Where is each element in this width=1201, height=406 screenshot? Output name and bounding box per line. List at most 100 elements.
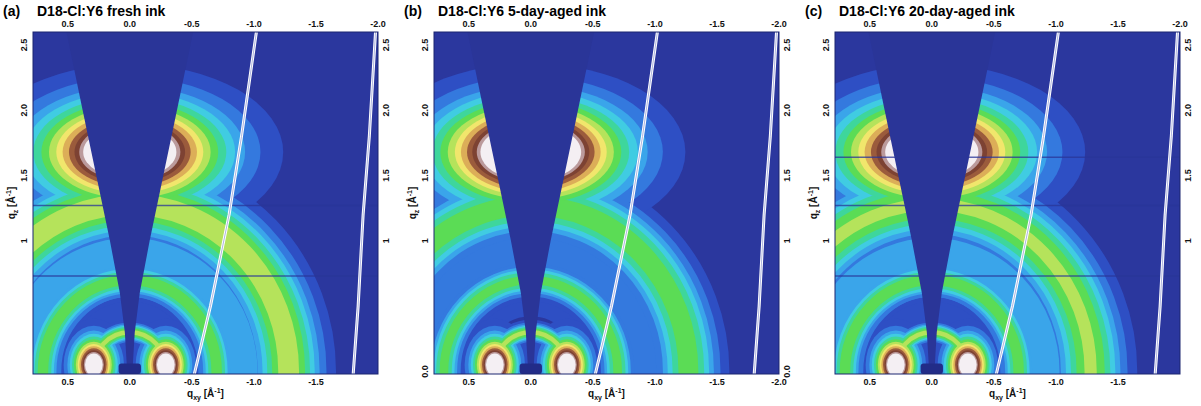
panel-letter: (a) xyxy=(3,3,20,19)
y2-tick-label: 1.5 xyxy=(1183,169,1193,182)
x-tick-label: 0.5 xyxy=(863,377,876,387)
axis-title-unit: [Å xyxy=(201,387,214,399)
x-axis-title: qxy [Å-1] xyxy=(187,387,224,402)
x2-tick-label: -1.5 xyxy=(1110,19,1126,29)
peak-contour xyxy=(85,353,103,374)
x-tick-label: -0.5 xyxy=(986,377,1002,387)
axis-title-end: ] xyxy=(221,388,224,399)
missing-wedge xyxy=(67,32,194,374)
y-tick-label: 2.0 xyxy=(420,104,430,117)
y2-tick-label: 1.5 xyxy=(782,169,792,182)
ring-contour xyxy=(835,204,1091,374)
peak-contour xyxy=(480,346,509,374)
axis-title-end: ] xyxy=(1023,388,1026,399)
peak-contour xyxy=(486,353,504,374)
x2-tick-label: -0.5 xyxy=(986,19,1002,29)
x-tick-label: 0.5 xyxy=(61,377,74,387)
peak-contour xyxy=(157,353,175,374)
detector-arc-core xyxy=(353,32,375,374)
detector-gap xyxy=(835,157,1180,159)
detector-arc-core xyxy=(996,32,1058,374)
detector-gap xyxy=(835,205,1180,207)
detector-arc xyxy=(1155,32,1177,374)
peak-contour xyxy=(880,344,912,374)
x2-tick-label: -2.0 xyxy=(771,19,787,29)
peak-contour xyxy=(883,348,909,374)
peak-contour xyxy=(956,350,979,374)
plot-area xyxy=(434,32,779,374)
plot-frame xyxy=(33,32,378,374)
ring-contour xyxy=(33,204,289,374)
y2-tick-label: 2.0 xyxy=(1183,104,1193,117)
panel-title: D18-Cl:Y6 20-day-aged ink xyxy=(839,3,1015,19)
peak-contour xyxy=(885,350,908,374)
x-tick-label: -0.5 xyxy=(585,377,601,387)
peak-contour xyxy=(886,352,906,374)
y-tick-label: 1 xyxy=(19,238,29,243)
ring-contour xyxy=(33,204,289,374)
x-tick-label: 0.0 xyxy=(525,377,538,387)
peak-contour xyxy=(83,350,106,374)
missing-wedge xyxy=(468,32,595,374)
x2-tick-label: -1.5 xyxy=(308,19,324,29)
axis-title-end: ] xyxy=(622,388,625,399)
peak-contour xyxy=(554,348,580,374)
detector-arc xyxy=(595,32,657,374)
figure: 0.5 0.0 -0.5 -1.0 -1.5 0.5 0.0 -0.5 -1.0 -1.5 -2.0… xyxy=(0,0,1201,406)
detector-arc-core xyxy=(194,32,256,374)
peak-contour xyxy=(146,339,186,374)
peak-contour xyxy=(948,339,988,374)
y2-tick-label: 2.0 xyxy=(381,104,391,117)
peak-contour xyxy=(477,342,513,374)
peak-contour xyxy=(958,352,978,374)
peak-contour xyxy=(557,352,577,374)
peak-contour xyxy=(547,339,587,374)
panel-letter: (c) xyxy=(805,3,822,19)
ring-contour xyxy=(434,206,688,374)
detector-gap xyxy=(33,205,378,207)
ring-contour xyxy=(835,204,1091,374)
peak-contour xyxy=(551,344,583,374)
y-tick-label: 0.0 xyxy=(420,365,430,378)
x2-tick-label: 0.0 xyxy=(124,19,137,29)
ring-contour xyxy=(835,204,1091,374)
x-axis-title: qxy [Å-1] xyxy=(588,387,625,402)
axis-title-subscript: xy xyxy=(193,394,201,402)
x2-tick-label: 0.5 xyxy=(462,19,475,29)
detector-arc-core xyxy=(754,32,776,374)
y2-tick-label: 0.0 xyxy=(782,365,792,378)
peak-contour xyxy=(479,344,511,374)
panel: 0.50.0-0.5-1.0-1.5-2.00.50.0-0.5-1.0-1.5… xyxy=(373,3,792,406)
peak-contour xyxy=(558,353,576,374)
x-tick-label: -1.0 xyxy=(246,377,262,387)
ring-contour xyxy=(434,206,688,374)
y-tick-label: 1 xyxy=(821,238,831,243)
ring-contour xyxy=(434,206,688,374)
y2-tick-label: 2.0 xyxy=(782,104,792,117)
x2-tick-label: 0.0 xyxy=(926,19,939,29)
axis-title-unit: [Å xyxy=(602,387,615,399)
x-tick-label: -1.0 xyxy=(647,377,663,387)
peak-contour xyxy=(475,339,515,374)
y2-tick-label: 2.5 xyxy=(381,39,391,52)
x-tick-label: -1.5 xyxy=(308,377,324,387)
axis-title-subscript: xy xyxy=(594,394,602,402)
axis-title-subscript: xy xyxy=(995,394,1003,402)
peak-contour xyxy=(881,346,910,374)
detector-arc xyxy=(754,32,776,374)
peak-contour xyxy=(74,339,114,374)
x-tick-label: 0.5 xyxy=(462,377,475,387)
ring-contour xyxy=(835,204,1091,374)
x-tick-label: 0.0 xyxy=(124,377,137,387)
beamstop xyxy=(520,364,542,374)
x2-tick-label: -1.5 xyxy=(709,19,725,29)
x2-tick-label: -2.0 xyxy=(370,19,386,29)
ring-contour xyxy=(434,206,688,374)
missing-wedge xyxy=(869,32,996,374)
peak-contour xyxy=(878,342,914,374)
x2-tick-label: -2.0 xyxy=(1172,19,1188,29)
peak-contour xyxy=(148,342,184,374)
plot-area xyxy=(835,32,1180,374)
peak-contour xyxy=(953,346,982,374)
x2-tick-label: 0.5 xyxy=(61,19,74,29)
